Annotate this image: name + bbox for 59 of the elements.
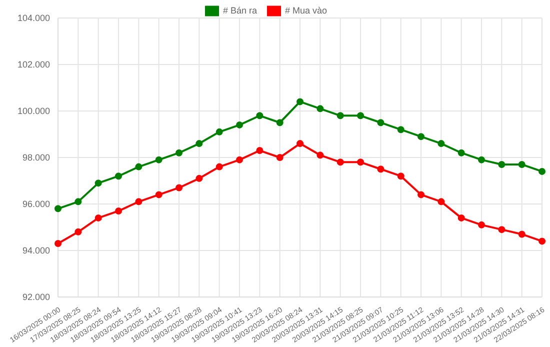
point [498,160,506,168]
point [538,238,546,245]
point [54,240,62,248]
point [458,149,465,156]
point [115,172,122,180]
point [74,228,82,236]
point [196,174,203,182]
point [176,149,182,156]
legend-label: # Mua vào [285,5,328,16]
point [418,133,424,140]
point [377,166,384,173]
point [418,191,424,198]
point [538,168,546,175]
point [316,152,324,159]
point [296,98,304,106]
point [256,147,264,154]
point [155,191,162,198]
y-tick-label: 96.000 [22,199,50,210]
y-tick-label: 98.000 [22,152,50,163]
point [236,121,243,128]
point [236,156,243,164]
y-tick-label: 92.000 [22,292,50,302]
y-tick-label: 104.000 [17,13,50,24]
point [115,207,122,214]
point [135,163,142,170]
point [216,163,223,170]
point [94,214,102,222]
point [94,180,102,187]
point [518,230,526,238]
point [276,119,284,126]
y-tick-label: 100.000 [17,106,50,116]
legend-label: # Bán ra [222,5,257,16]
point [357,112,364,120]
point [256,112,264,120]
point [518,160,526,168]
y-tick-label: 102.000 [17,60,50,70]
point [397,172,404,180]
point [54,205,62,212]
point [357,158,364,166]
point [478,221,485,228]
point [296,140,304,148]
point [316,105,324,112]
point [216,128,223,136]
point [498,226,506,234]
point [176,184,182,192]
point [438,140,445,148]
y-tick-label: 94.000 [22,246,50,256]
point [135,198,142,206]
point [336,158,344,166]
point [397,126,404,134]
point [276,154,284,161]
point [458,214,465,222]
point [438,198,445,206]
point [74,198,82,206]
point [196,140,203,148]
point [336,112,344,120]
point [377,119,384,126]
point [155,156,162,164]
point [478,156,485,164]
